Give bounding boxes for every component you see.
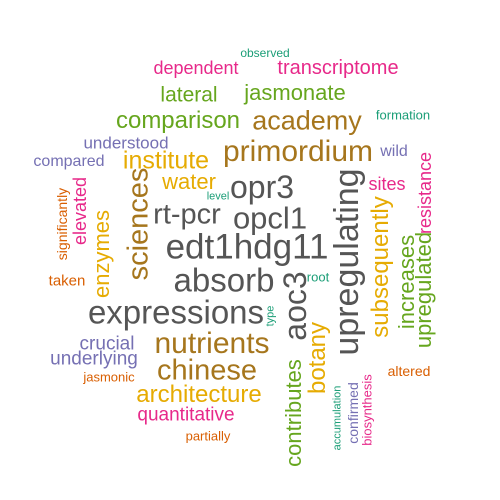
word-edt1hdg11: edt1hdg11 bbox=[165, 227, 329, 267]
word-opcl1: opcl1 bbox=[232, 200, 308, 236]
word-quantitative: quantitative bbox=[137, 404, 235, 426]
word-underlying: underlying bbox=[50, 348, 138, 370]
word-architecture: architecture bbox=[136, 381, 262, 408]
word-root: root bbox=[306, 269, 330, 285]
word-upregulated: upregulated bbox=[411, 231, 436, 349]
word-rt-pcr: rt-pcr bbox=[153, 198, 221, 231]
word-institute: institute bbox=[122, 146, 210, 175]
word-opr3: opr3 bbox=[229, 169, 295, 205]
word-resistance: resistance bbox=[415, 151, 435, 235]
word-taken: taken bbox=[48, 272, 86, 290]
word-primordium: primordium bbox=[222, 135, 374, 168]
word-lateral: lateral bbox=[160, 83, 218, 107]
word-water: water bbox=[162, 169, 216, 194]
word-formation: formation bbox=[375, 107, 431, 123]
word-nutrients: nutrients bbox=[154, 327, 270, 360]
word-subsequently: subsequently bbox=[367, 196, 394, 338]
word-elevated: elevated bbox=[70, 176, 90, 246]
word-partially: partially bbox=[185, 428, 231, 444]
word-chinese: chinese bbox=[157, 354, 257, 387]
word-compared: compared bbox=[33, 153, 105, 170]
word-academy: academy bbox=[252, 105, 362, 136]
word-jasmonic: jasmonic bbox=[83, 369, 135, 385]
word-understood: understood bbox=[83, 133, 169, 153]
word-dependent: dependent bbox=[153, 58, 239, 78]
word-expressions: expressions bbox=[87, 293, 265, 331]
word-observed: observed bbox=[240, 46, 290, 60]
word-upregulating: upregulating bbox=[328, 168, 366, 356]
word-transcriptome: transcriptome bbox=[277, 57, 399, 79]
word-biosynthesis: biosynthesis bbox=[359, 374, 375, 446]
word-altered: altered bbox=[387, 363, 431, 379]
word-absorb: absorb bbox=[173, 261, 275, 299]
word-wild: wild bbox=[380, 143, 408, 160]
word-contributes: contributes bbox=[281, 359, 306, 467]
word-botany: botany bbox=[304, 321, 331, 395]
word-type: type bbox=[264, 305, 277, 327]
word-sites: sites bbox=[368, 174, 406, 194]
word-confirmed: confirmed bbox=[345, 382, 361, 444]
word-jasmonate: jasmonate bbox=[244, 80, 346, 105]
word-enzymes: enzymes bbox=[89, 209, 114, 299]
word-crucial: crucial bbox=[79, 333, 135, 355]
word-sciences: sciences bbox=[122, 167, 155, 281]
word-accumulation: accumulation bbox=[331, 385, 344, 451]
word-level: level bbox=[206, 190, 230, 203]
word-comparison: comparison bbox=[115, 107, 241, 134]
word-significantly: significantly bbox=[54, 187, 70, 261]
